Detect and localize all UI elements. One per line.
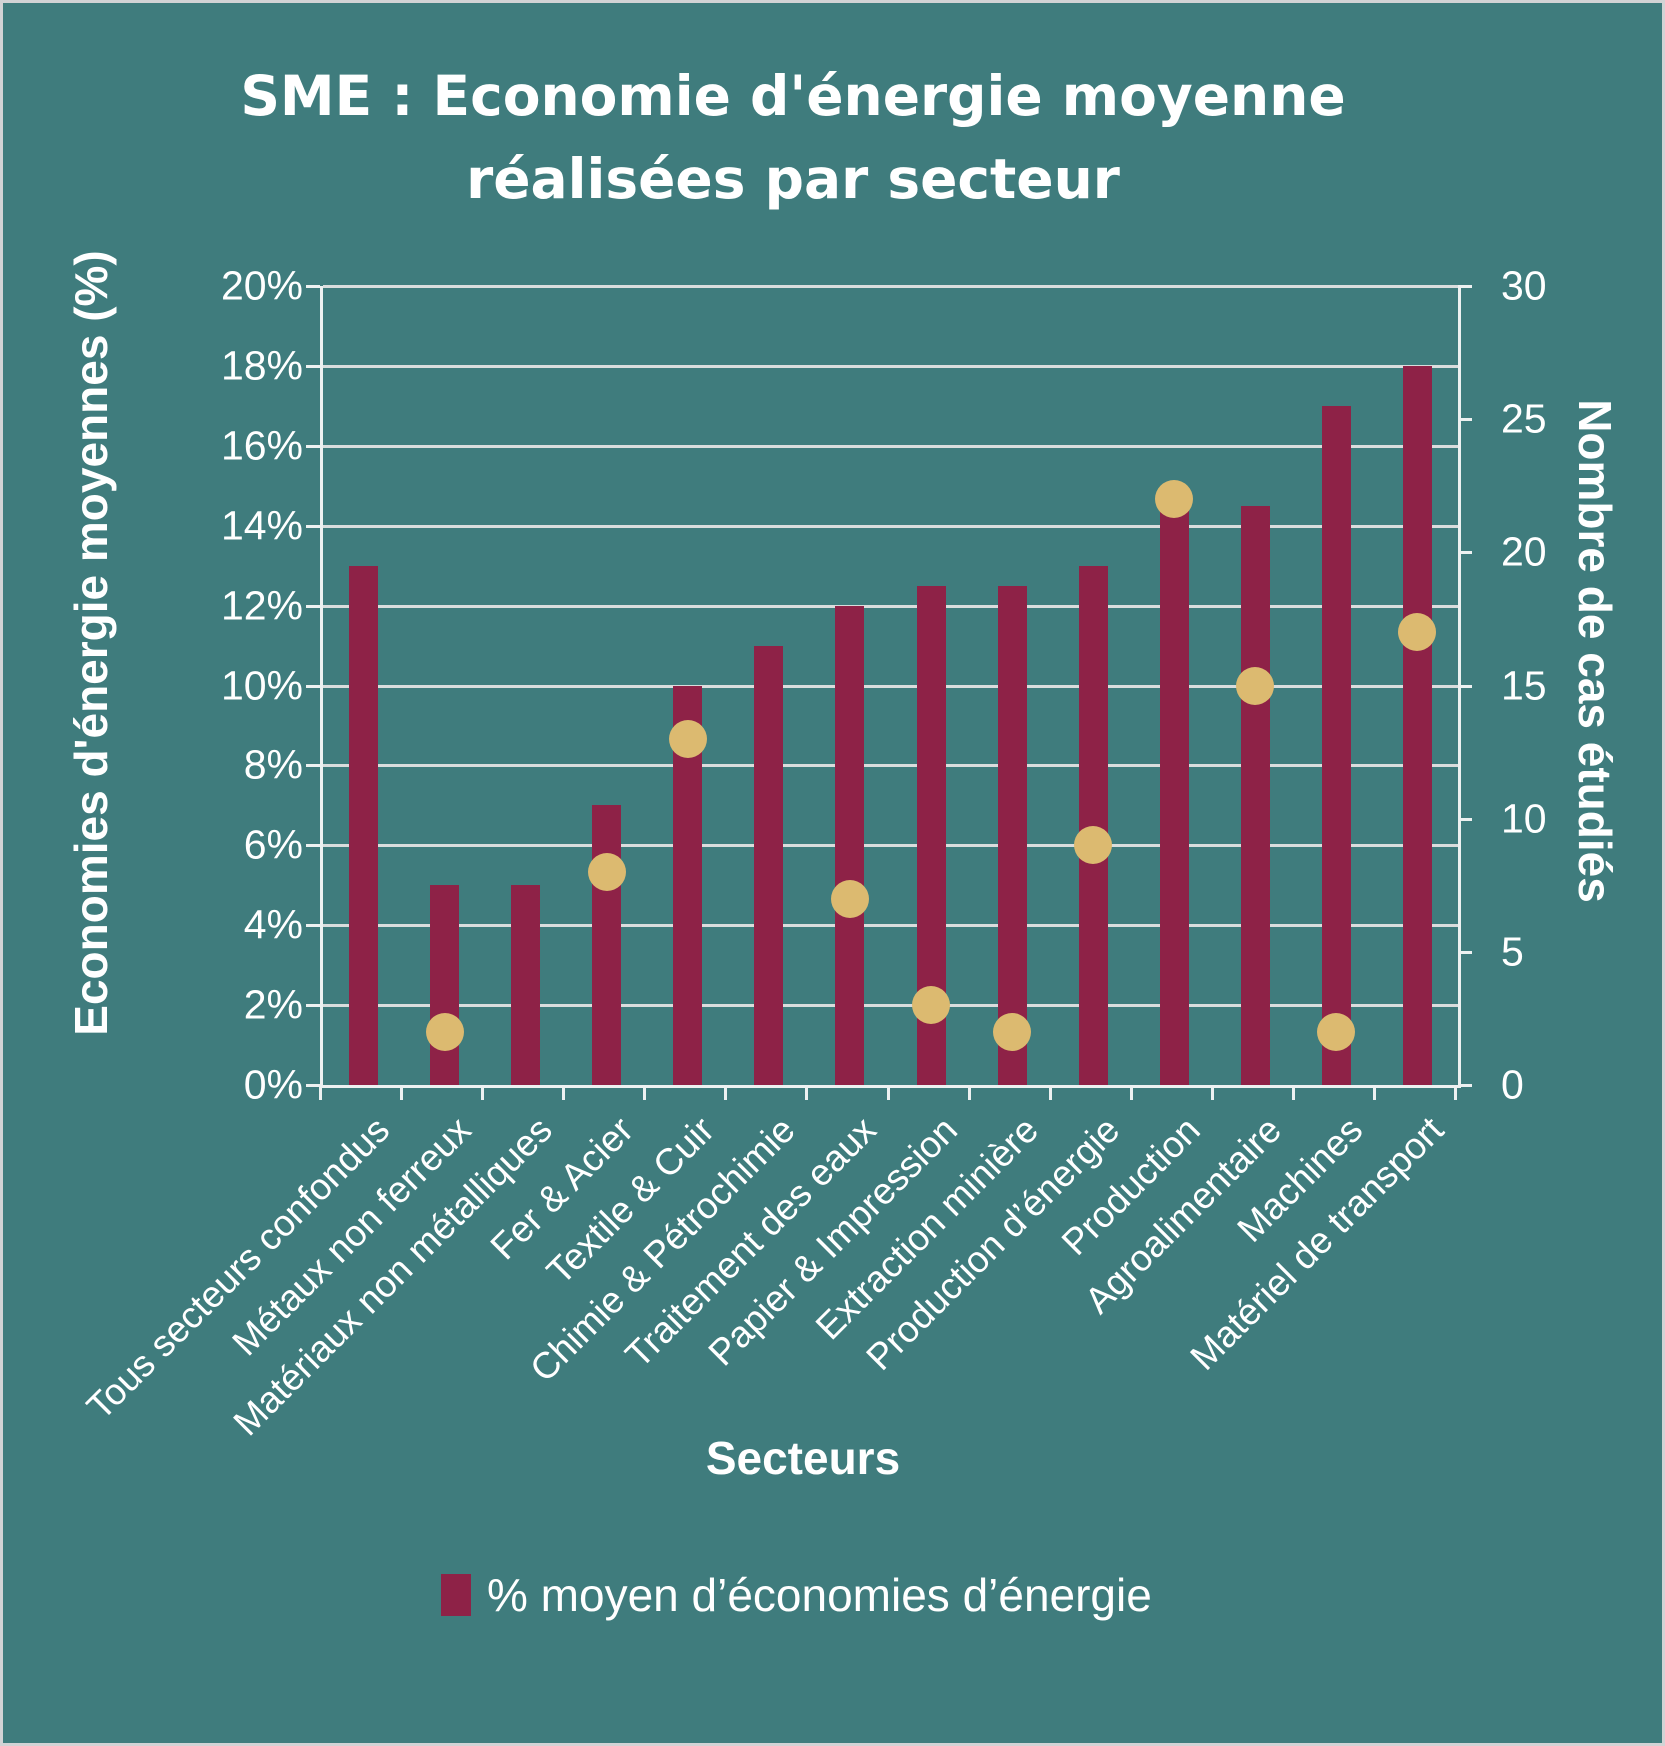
bar-Métaux non ferreux: [430, 885, 460, 1085]
right-axis-tick: [1458, 950, 1472, 954]
x-axis-tick: [967, 1085, 971, 1100]
left-axis-tick: [306, 1004, 320, 1008]
x-axis-tick: [805, 1085, 809, 1100]
legend-label: % moyen d’économies d’énergie: [487, 1569, 1152, 1621]
left-axis-tick-label: 18%: [220, 342, 303, 389]
case-count-dot-Métaux non ferreux: [425, 1012, 464, 1051]
right-axis-tick: [1458, 285, 1472, 288]
gridline: [323, 764, 1458, 768]
right-axis-tick-label: 30: [1501, 262, 1547, 309]
bar-Agroalimentaire: [1240, 505, 1270, 1085]
right-axis-tick-label: 25: [1501, 395, 1547, 442]
left-axis-tick: [306, 285, 320, 288]
case-count-dot-Agroalimentaire: [1236, 666, 1275, 705]
left-axis-tick-label: 12%: [220, 582, 303, 629]
chart-title-line1: SME : Economie d'énergie moyenne: [240, 64, 1346, 128]
right-axis-tick: [1458, 418, 1472, 422]
left-axis-tick-label: 20%: [220, 262, 303, 309]
gridline: [323, 285, 1458, 288]
bar-Matériaux non métalliques: [511, 885, 541, 1085]
x-axis-tick: [1048, 1085, 1052, 1100]
x-axis-title: Secteurs: [705, 1432, 901, 1484]
left-axis-tick: [306, 924, 320, 928]
bar-Fer & Acier: [592, 805, 622, 1085]
left-axis-tick: [306, 604, 320, 608]
gridline: [323, 364, 1458, 368]
gridline: [323, 924, 1458, 928]
x-axis-tick: [724, 1085, 728, 1100]
legend-bar-swatch: [441, 1574, 471, 1616]
left-axis-tick: [306, 444, 320, 448]
x-category-label: Tous secteurs confondus: [79, 1109, 398, 1428]
x-axis-tick: [400, 1085, 404, 1100]
left-axis-tick: [306, 364, 320, 368]
x-axis-tick: [319, 1085, 322, 1100]
case-count-dot-Production d’énergie: [1074, 826, 1113, 865]
case-count-dot-Production: [1155, 480, 1194, 519]
left-axis-tick-label: 0%: [243, 1061, 303, 1108]
left-axis-tick: [306, 1084, 320, 1087]
left-axis-tick: [306, 844, 320, 848]
left-axis-tick-label: 14%: [220, 502, 303, 549]
bar-Machines: [1321, 405, 1351, 1085]
bar-Matériel de transport: [1402, 365, 1432, 1085]
gridline: [323, 844, 1458, 848]
chart-title: SME : Economie d'énergie moyenne réalisé…: [123, 55, 1463, 220]
bar-Production d’énergie: [1078, 565, 1108, 1085]
gridline: [323, 1004, 1458, 1008]
bar-Traitement des eaux: [835, 605, 865, 1085]
left-axis-tick-label: 8%: [243, 741, 303, 788]
plot-area: [320, 285, 1461, 1088]
x-axis-tick: [1454, 1085, 1457, 1100]
left-axis-tick-label: 10%: [220, 662, 303, 708]
right-axis-tick: [1458, 817, 1472, 821]
left-axis-tick: [306, 764, 320, 768]
x-axis-tick: [481, 1085, 485, 1100]
case-count-dot-Extraction minière: [993, 1012, 1032, 1051]
bar-Extraction minière: [997, 585, 1027, 1085]
right-axis-tick-label: 0: [1501, 1061, 1524, 1108]
bar-Production: [1159, 505, 1189, 1085]
right-axis-tick-label: 15: [1501, 662, 1547, 708]
case-count-dot-Traitement des eaux: [830, 879, 869, 918]
left-axis-tick: [306, 524, 320, 528]
gridline: [323, 684, 1458, 688]
x-category-label: Matériaux non métalliques: [225, 1109, 560, 1444]
x-axis-tick: [1129, 1085, 1133, 1100]
right-axis-tick: [1458, 684, 1472, 688]
gridline: [323, 444, 1458, 448]
case-count-dot-Matériel de transport: [1398, 613, 1437, 652]
left-axis-tick-label: 2%: [243, 981, 303, 1028]
right-axis-tick-label: 10: [1501, 795, 1547, 842]
case-count-dot-Fer & Acier: [587, 852, 626, 891]
x-axis-tick: [1291, 1085, 1295, 1100]
right-axis-tick: [1458, 1084, 1472, 1087]
x-axis-tick: [886, 1085, 890, 1100]
left-axis-tick-label: 4%: [243, 901, 303, 948]
left-axis-tick-label: 6%: [243, 821, 303, 868]
x-axis-tick: [1210, 1085, 1214, 1100]
left-axis-tick-label: 16%: [220, 422, 303, 469]
gridline: [323, 604, 1458, 608]
left-axis-tick: [306, 684, 320, 688]
left-axis-title: Economies d'énergie moyennes (%): [65, 250, 117, 1036]
case-count-dot-Textile & Cuir: [668, 719, 707, 758]
x-axis-tick: [1372, 1085, 1376, 1100]
right-axis-tick-label: 5: [1501, 928, 1524, 975]
case-count-dot-Machines: [1317, 1012, 1356, 1051]
x-axis-tick: [562, 1085, 566, 1100]
legend: % moyen d’économies d’énergie: [441, 1569, 1152, 1621]
right-axis-tick: [1458, 551, 1472, 555]
gridline: [323, 524, 1458, 528]
bar-Chimie & Pétrochimie: [754, 645, 784, 1085]
right-axis-tick-label: 20: [1501, 528, 1547, 575]
bar-Tous secteurs confondus: [349, 565, 379, 1085]
x-axis-tick: [643, 1085, 647, 1100]
chart-title-line2: réalisées par secteur: [466, 146, 1120, 211]
case-count-dot-Papier & Impression: [912, 986, 951, 1025]
